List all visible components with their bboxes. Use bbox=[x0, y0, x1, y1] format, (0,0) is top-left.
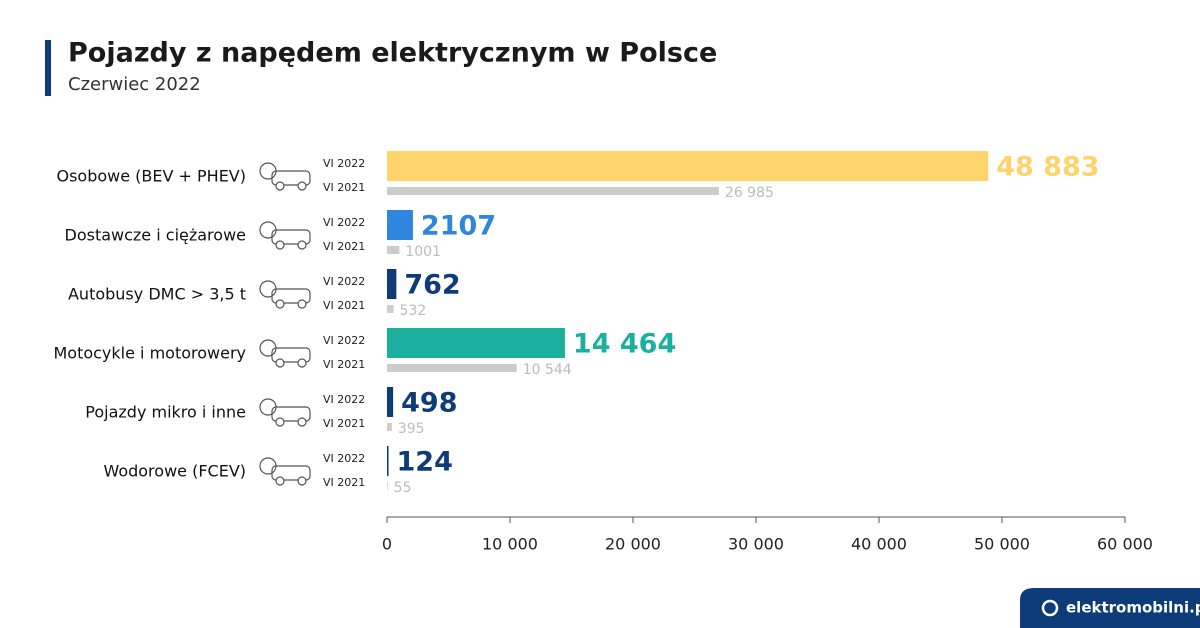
icon-wheel bbox=[275, 358, 285, 368]
value-label: 1001 bbox=[405, 244, 441, 260]
icon-vehicle bbox=[271, 288, 311, 304]
bar bbox=[387, 151, 989, 181]
series-label: VI 2022 bbox=[323, 157, 365, 170]
bar bbox=[387, 328, 565, 358]
bar bbox=[387, 446, 389, 476]
icon-wheel bbox=[275, 299, 285, 309]
category-label: Wodorowe (FCEV) bbox=[103, 462, 246, 481]
bar bbox=[387, 387, 394, 417]
value-label: 14 464 bbox=[573, 329, 676, 360]
bar bbox=[387, 210, 413, 240]
icon-vehicle bbox=[271, 347, 311, 363]
chart-subtitle: Czerwiec 2022 bbox=[68, 74, 201, 95]
title-accent bbox=[45, 40, 51, 96]
series-label: VI 2022 bbox=[323, 275, 365, 288]
icon-wheel bbox=[297, 358, 307, 368]
value-label: 48 883 bbox=[996, 152, 1099, 183]
series-label: VI 2021 bbox=[323, 358, 365, 371]
bar bbox=[387, 364, 517, 372]
value-label: 26 985 bbox=[725, 185, 774, 201]
value-label: 498 bbox=[401, 388, 457, 419]
icon-wheel bbox=[297, 240, 307, 250]
series-label: VI 2021 bbox=[323, 299, 365, 312]
icon-wheel bbox=[275, 240, 285, 250]
x-tick-label: 0 bbox=[382, 535, 392, 554]
icon-wheel bbox=[297, 299, 307, 309]
icon-badge bbox=[259, 221, 277, 239]
brand-name: elektromobilni.pl bbox=[1066, 599, 1200, 617]
value-label: 762 bbox=[404, 270, 460, 301]
value-label: 55 bbox=[394, 480, 412, 496]
category-label: Motocykle i motorowery bbox=[53, 344, 246, 363]
icon-vehicle bbox=[271, 406, 311, 422]
value-label: 532 bbox=[400, 303, 427, 319]
icon-vehicle bbox=[271, 229, 311, 245]
icon-badge bbox=[259, 280, 277, 298]
icon-wheel bbox=[275, 181, 285, 191]
x-tick-label: 10 000 bbox=[482, 535, 538, 554]
icon-wheel bbox=[297, 417, 307, 427]
brand-icon bbox=[1041, 599, 1059, 617]
value-label: 124 bbox=[397, 447, 453, 478]
icon-wheel bbox=[297, 181, 307, 191]
chart-title: Pojazdy z napędem elektrycznym w Polsce bbox=[68, 38, 717, 69]
category-label: Pojazdy mikro i inne bbox=[85, 403, 246, 422]
x-tick-label: 50 000 bbox=[974, 535, 1030, 554]
icon-vehicle bbox=[271, 465, 311, 481]
icon-badge bbox=[259, 339, 277, 357]
category-label: Autobusy DMC > 3,5 t bbox=[68, 285, 246, 304]
icon-wheel bbox=[275, 417, 285, 427]
x-tick-label: 30 000 bbox=[728, 535, 784, 554]
series-label: VI 2022 bbox=[323, 334, 365, 347]
x-tick-label: 40 000 bbox=[851, 535, 907, 554]
icon-badge bbox=[259, 398, 277, 416]
bar bbox=[387, 423, 392, 431]
icon-wheel bbox=[297, 476, 307, 486]
value-label: 10 544 bbox=[523, 362, 572, 378]
icon-badge bbox=[259, 162, 277, 180]
bar bbox=[387, 187, 719, 195]
brand-box bbox=[1020, 588, 1200, 628]
series-label: VI 2021 bbox=[323, 181, 365, 194]
x-tick-label: 60 000 bbox=[1097, 535, 1153, 554]
series-label: VI 2021 bbox=[323, 417, 365, 430]
series-label: VI 2021 bbox=[323, 240, 365, 253]
bar bbox=[387, 482, 388, 490]
series-label: VI 2022 bbox=[323, 452, 365, 465]
icon-vehicle bbox=[271, 170, 311, 186]
bar bbox=[387, 269, 397, 299]
category-label: Dostawcze i ciężarowe bbox=[65, 226, 247, 245]
bar bbox=[387, 305, 394, 313]
x-tick-label: 20 000 bbox=[605, 535, 661, 554]
category-label: Osobowe (BEV + PHEV) bbox=[56, 167, 246, 186]
value-label: 395 bbox=[398, 421, 425, 437]
icon-wheel bbox=[275, 476, 285, 486]
series-label: VI 2021 bbox=[323, 476, 365, 489]
icon-badge bbox=[259, 457, 277, 475]
series-label: VI 2022 bbox=[323, 216, 365, 229]
value-label: 2107 bbox=[421, 211, 496, 242]
series-label: VI 2022 bbox=[323, 393, 365, 406]
bar bbox=[387, 246, 400, 254]
